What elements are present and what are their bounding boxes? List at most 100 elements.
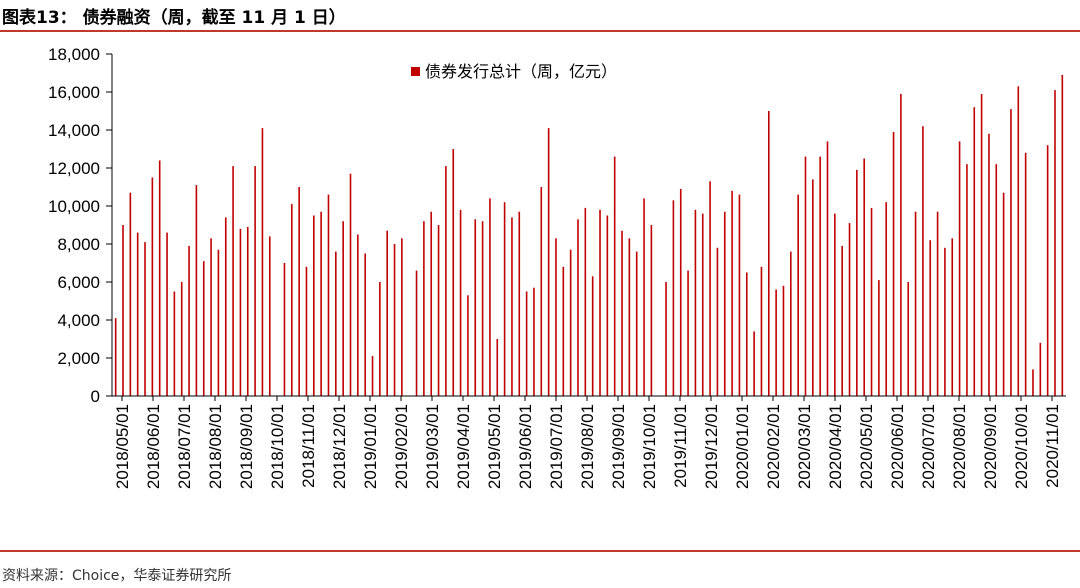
- bar: [393, 244, 396, 396]
- source-note: 资料来源：Choice，华泰证券研究所: [2, 568, 232, 584]
- x-tick-label: 2019/05/01: [485, 404, 504, 489]
- bar-chart: 0 2,000 4,000 6,000 8,000 10,000 12,000 14,000 1…: [48, 45, 1066, 489]
- x-tick-label: 2020/08/01: [950, 404, 969, 489]
- bar: [452, 149, 455, 396]
- bar: [386, 230, 388, 396]
- x-tick-label: 2018/11/01: [299, 404, 318, 488]
- figure-title: 图表13： 债券融资（周，截至 11 月 1 日）: [2, 8, 346, 28]
- bar: [687, 270, 689, 396]
- y-tick-label: 14,000: [48, 121, 100, 140]
- bar: [555, 238, 557, 396]
- bar: [379, 282, 381, 396]
- bar: [290, 204, 293, 396]
- x-tick-label: 2019/06/01: [516, 404, 535, 489]
- bar: [481, 221, 484, 396]
- x-tick-label: 2018/12/01: [330, 404, 349, 489]
- bar: [892, 131, 895, 396]
- bar: [496, 339, 499, 396]
- x-tick-label: 2019/11/01: [671, 404, 690, 488]
- bar: [753, 331, 755, 396]
- bar: [577, 219, 579, 396]
- bar: [1010, 109, 1012, 396]
- bar: [745, 272, 748, 396]
- bar: [775, 289, 777, 396]
- bar: [136, 232, 139, 396]
- x-tick-label: 2020/03/01: [795, 404, 814, 489]
- bar: [313, 215, 315, 396]
- bottom-rule: [0, 550, 1080, 552]
- bar: [188, 245, 190, 396]
- bar: [210, 238, 212, 396]
- bar: [342, 221, 344, 396]
- x-tick-label: 2019/09/01: [609, 404, 628, 489]
- bar: [716, 247, 719, 396]
- bar: [650, 225, 653, 396]
- x-tick-label: 2018/06/01: [144, 404, 163, 489]
- bar: [819, 156, 821, 396]
- x-tick-label: 2019/08/01: [578, 404, 597, 489]
- bar: [254, 166, 256, 396]
- x-tick-label: 2019/04/01: [454, 404, 473, 489]
- bar: [951, 238, 954, 396]
- bar: [195, 185, 198, 396]
- bar: [826, 141, 829, 396]
- x-tick-label: 2018/09/01: [237, 404, 256, 489]
- x-tick-label: 2018/10/01: [268, 404, 287, 489]
- bar: [114, 318, 117, 396]
- bar: [856, 169, 858, 396]
- bar: [540, 187, 543, 396]
- bar: [511, 217, 513, 396]
- bar: [936, 211, 939, 396]
- x-tick-label: 2020/06/01: [888, 404, 907, 489]
- x-tick-label: 2018/05/01: [113, 404, 132, 489]
- bar: [430, 211, 433, 396]
- bar: [562, 266, 565, 396]
- bar: [1061, 74, 1064, 397]
- bar: [415, 270, 418, 396]
- bar: [679, 188, 682, 396]
- bar: [1024, 152, 1027, 396]
- bar: [459, 209, 462, 396]
- bar: [327, 194, 330, 396]
- bar: [335, 251, 337, 396]
- bar: [1054, 90, 1056, 396]
- bar: [122, 225, 124, 396]
- bar: [628, 238, 631, 396]
- bar: [239, 228, 242, 396]
- bar: [364, 253, 366, 396]
- y-tick-label: 16,000: [48, 83, 100, 102]
- bar: [973, 107, 976, 396]
- bar: [158, 160, 161, 396]
- bar: [1002, 192, 1005, 396]
- bar: [445, 166, 447, 396]
- bar: [870, 207, 873, 396]
- bar: [643, 198, 645, 396]
- bar: [980, 93, 983, 397]
- bar: [848, 223, 851, 396]
- bar: [1046, 145, 1049, 396]
- y-tick-label: 4,000: [57, 311, 100, 330]
- bar: [723, 211, 726, 396]
- bar: [518, 211, 521, 396]
- x-tick-label: 2020/05/01: [857, 404, 876, 489]
- chart-area: 0 2,000 4,000 6,000 8,000 10,000 12,000 14,000 1…: [0, 32, 1080, 550]
- legend-swatch: [411, 67, 420, 76]
- bar: [738, 194, 741, 396]
- x-tick-label: 2020/10/01: [1012, 404, 1031, 489]
- x-tick-label: 2018/07/01: [175, 404, 194, 489]
- bar: [767, 111, 770, 396]
- bar: [268, 236, 271, 396]
- bar: [467, 295, 469, 396]
- y-tick-label: 18,000: [48, 45, 100, 64]
- bar: [841, 245, 843, 396]
- x-tick-label: 2020/09/01: [981, 404, 1000, 489]
- y-tick-label: 12,000: [48, 159, 100, 178]
- x-tick-label: 2019/02/01: [392, 404, 411, 489]
- bar: [224, 217, 227, 396]
- bar: [885, 202, 888, 396]
- bar: [261, 128, 264, 396]
- bar: [782, 285, 785, 396]
- x-tick-label: 2020/07/01: [919, 404, 938, 489]
- bar: [144, 242, 146, 396]
- bar: [533, 287, 535, 396]
